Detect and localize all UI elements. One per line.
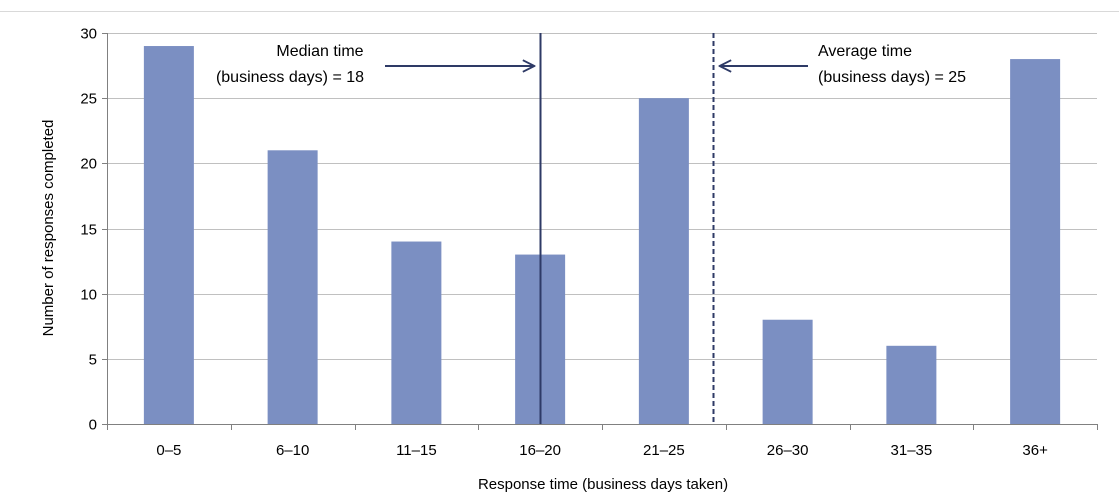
- bar: [1010, 59, 1061, 425]
- bar: [143, 46, 194, 425]
- x-tick-label: 26–30: [767, 442, 809, 459]
- y-axis-label: Number of responses completed: [40, 120, 57, 337]
- x-tick-label: 21–25: [643, 442, 685, 459]
- bar: [886, 345, 937, 424]
- y-tick-label: 25: [80, 91, 97, 108]
- y-tick-label: 10: [80, 287, 97, 304]
- average-label-line1: Average time: [818, 43, 912, 60]
- median-label-line1: Median time: [276, 43, 363, 60]
- bar: [391, 241, 442, 424]
- y-tick-label: 5: [89, 352, 97, 369]
- y-tick-label: 30: [80, 26, 97, 43]
- x-tick-label: 11–15: [396, 442, 437, 459]
- x-tick-label: 16–20: [519, 442, 561, 459]
- average-label-line2: (business days) = 25: [818, 69, 966, 86]
- x-tick-label: 0–5: [156, 442, 181, 459]
- bars: [143, 46, 1061, 425]
- x-axis-label: Response time (business days taken): [478, 476, 728, 493]
- y-tick-label: 0: [89, 417, 97, 434]
- bar: [638, 98, 689, 425]
- reference-lines: Median time (business days) = 18 Average t…: [216, 33, 966, 424]
- x-tick-label: 6–10: [276, 442, 309, 459]
- bar: [762, 319, 813, 424]
- y-tick-label: 20: [80, 156, 97, 173]
- x-tick-label: 36+: [1022, 442, 1048, 459]
- y-tick-label: 15: [80, 222, 97, 239]
- axes: 0 5 10 15 20 25 30 0–5 6–10 11–15 16–20 21–25 26–30 3…: [80, 26, 1098, 459]
- x-tick-label: 31–35: [891, 442, 933, 459]
- bar: [267, 150, 318, 425]
- median-label-line2: (business days) = 18: [216, 69, 364, 86]
